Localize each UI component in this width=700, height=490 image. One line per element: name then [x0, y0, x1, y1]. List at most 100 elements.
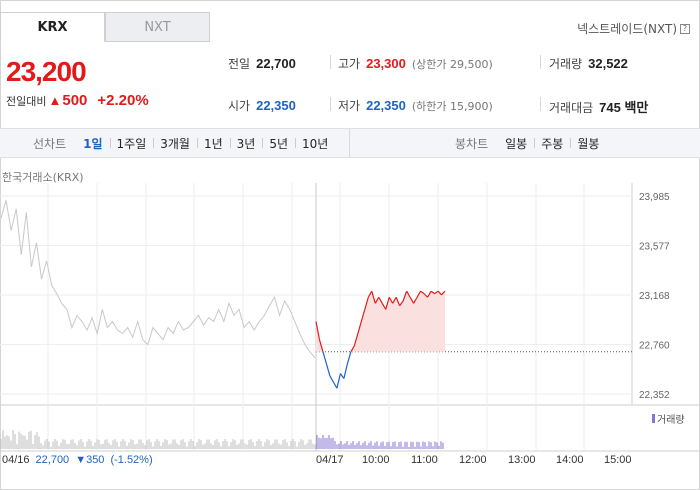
period-3m[interactable]: 3개월 [153, 135, 197, 152]
change-value: 500 [62, 92, 88, 109]
price-line-down-segment [329, 375, 334, 383]
info-high: 고가 23,300 (상한가 29,500) [338, 55, 493, 72]
price-line-up-segment [434, 290, 439, 295]
info-label: 거래대금 [549, 101, 594, 115]
divider [330, 97, 331, 111]
price-line-up-segment [416, 290, 422, 298]
x-tick-label: 04/17 [316, 454, 344, 466]
info-prev-close: 전일 22,700 [228, 55, 296, 72]
price-line-up-segment [357, 321, 362, 334]
info-label: 거래량 [549, 57, 583, 71]
above-baseline-area [316, 291, 445, 352]
prev-day-line [0, 200, 316, 359]
x-tick-label: 12:00 [459, 454, 487, 466]
info-label: 고가 [338, 57, 361, 71]
price-line-up-segment [423, 293, 429, 298]
market-tabs: KRX NXT [0, 12, 210, 42]
price-line-up-segment [385, 297, 390, 310]
prev-day-date: 04/16 [2, 454, 30, 466]
volume-legend-label: 거래량 [657, 415, 685, 426]
nxt-link[interactable]: 넥스트레이드(NXT) ? [577, 20, 690, 37]
y-tick-label: 22,760 [639, 341, 670, 352]
price-line-up-segment [350, 345, 355, 353]
price-line-up-segment [367, 290, 373, 298]
prev-day-info: 04/16 22,700 ▼350 (-1.52%) [2, 454, 153, 466]
line-chart-label: 선차트 [33, 136, 67, 151]
info-value: 22,350 [256, 98, 296, 113]
candle-monthly[interactable]: 월봉 [570, 135, 606, 152]
price-line-up-segment [315, 321, 321, 340]
info-low: 저가 22,350 (하한가 15,900) [338, 97, 493, 114]
price-line-up-segment [378, 296, 383, 304]
period-1y[interactable]: 1년 [196, 135, 230, 152]
price-line-up-segment [437, 290, 442, 296]
price-line-up-segment [374, 296, 380, 304]
info-value: 32,522 [588, 56, 628, 71]
data-source-label: 한국거래소(KRX) [2, 171, 84, 184]
price-line-up-segment [392, 296, 397, 304]
candle-chart-group: 봉차트 일봉 주봉 월봉 [455, 129, 606, 157]
y-tick-label: 23,985 [639, 192, 670, 203]
price-line-up-segment [409, 296, 415, 304]
price-line-up-segment [364, 297, 369, 310]
candle-weekly[interactable]: 주봉 [534, 135, 570, 152]
price-line-up-segment [427, 290, 432, 298]
change-label: 전일대비 [6, 94, 47, 108]
lower-limit: (하한가 15,900) [411, 100, 493, 113]
info-trade-amount: 거래대금 745 백만 [549, 97, 648, 116]
price-line-up-segment [402, 290, 408, 302]
divider [540, 97, 541, 111]
price-line-up-segment [360, 309, 366, 322]
candle-daily[interactable]: 일봉 [505, 136, 528, 151]
divider [330, 55, 331, 69]
price-line-up-segment [381, 303, 387, 310]
price-line-up-segment [353, 333, 359, 346]
price-line-down-segment [346, 351, 352, 365]
price-line-up-segment [318, 339, 324, 352]
tab-krx[interactable]: KRX [0, 12, 105, 42]
upper-limit: (상한가 29,500) [411, 58, 493, 71]
up-arrow-icon: ▲ [48, 93, 62, 108]
info-label: 시가 [228, 99, 251, 113]
prev-day-pct: (-1.52%) [110, 454, 153, 466]
help-icon[interactable]: ? [680, 23, 690, 34]
price-line-down-segment [343, 363, 348, 379]
change-percent: +2.20% [97, 92, 149, 109]
info-label: 전일 [228, 57, 251, 71]
info-open: 시가 22,350 [228, 97, 296, 114]
prev-day-change: ▼350 [75, 454, 105, 466]
period-5y[interactable]: 5년 [262, 135, 295, 152]
price-line-down-segment [325, 363, 331, 377]
info-value: 23,300 [366, 56, 406, 71]
nxt-link-label[interactable]: 넥스트레이드(NXT) [577, 22, 677, 36]
info-volume: 거래량 32,522 [549, 55, 628, 72]
period-1d[interactable]: 1일 [83, 136, 103, 151]
y-tick-label: 22,352 [639, 390, 670, 401]
y-tick-label: 23,577 [639, 241, 670, 252]
candle-chart-label: 봉차트 [455, 136, 489, 151]
period-3y[interactable]: 3년 [229, 135, 263, 152]
price-line-up-segment [399, 300, 404, 307]
tab-nxt[interactable]: NXT [105, 12, 210, 42]
period-1w[interactable]: 1주일 [109, 135, 154, 152]
volume-legend-swatch [652, 414, 655, 423]
x-tick-label: 11:00 [411, 454, 438, 466]
y-tick-label: 23,168 [639, 291, 670, 302]
price-line-up-segment [395, 297, 401, 306]
price-chart: 23,985 23,577 23,168 22,760 22,352 [0, 183, 700, 452]
price-line-down-segment [332, 381, 338, 389]
x-tick-label: 14:00 [556, 454, 584, 466]
price-line-up-segment [413, 296, 418, 304]
price-line-up-segment [406, 290, 411, 298]
x-tick-label: 10:00 [362, 454, 390, 466]
price-line-up-segment [420, 290, 425, 295]
divider [540, 55, 541, 69]
price-line-up-segment [388, 296, 394, 304]
info-value: 22,350 [366, 98, 406, 113]
price-line-down-segment [339, 373, 345, 379]
current-price: 23,200 [6, 56, 87, 87]
chart-period-bar: 선차트 1일 1주일 3개월 1년 3년 5년 10년 봉차트 일봉 주봉 월봉 [0, 128, 700, 158]
period-10y[interactable]: 10년 [295, 135, 335, 152]
x-tick-label: 15:00 [604, 454, 632, 466]
price-line-up-segment [371, 291, 376, 304]
